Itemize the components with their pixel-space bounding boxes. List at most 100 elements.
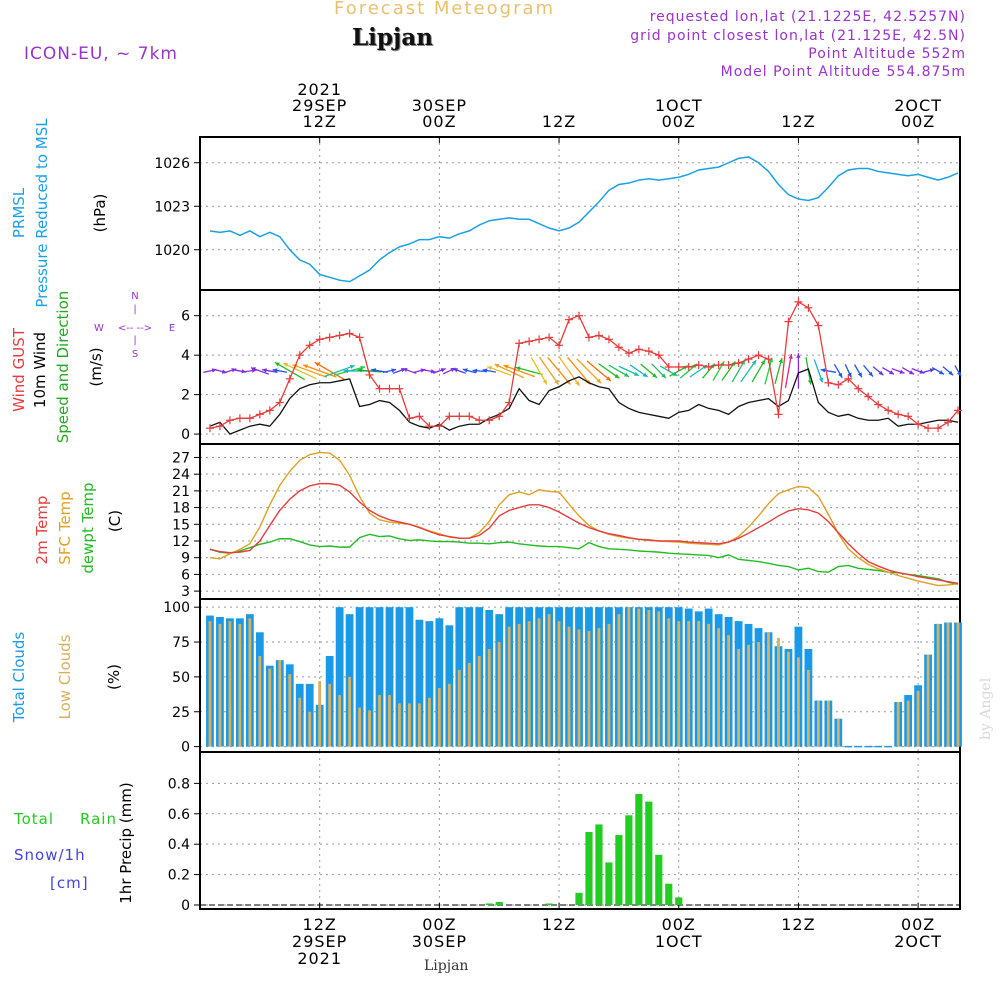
- wind-arrow-head: [751, 360, 757, 365]
- wind-arrow: [302, 364, 337, 378]
- low-cloud-bar: [797, 657, 800, 747]
- low-cloud-bar: [916, 690, 920, 747]
- low-cloud-bar: [427, 697, 431, 747]
- wind-arrow-head: [503, 364, 509, 369]
- total-clouds-label: Total Clouds: [10, 632, 28, 724]
- low-cloud-bar: [747, 644, 750, 747]
- time-label-bottom: 29SEP: [292, 932, 347, 951]
- wind-arrow: [324, 364, 355, 378]
- y-tick-label: 0.6: [168, 807, 190, 823]
- low-cloud-bar: [388, 695, 391, 747]
- cloud-unit: (%): [105, 664, 123, 690]
- total-cloud-bar: [335, 607, 344, 747]
- rain-bar: [675, 897, 683, 905]
- low-cloud-bar: [358, 707, 361, 747]
- compass-tick-s: |: [133, 335, 136, 346]
- total-cloud-bar: [435, 618, 444, 747]
- wind-arrow-head: [575, 381, 580, 386]
- time-label-top: 30SEP: [412, 96, 467, 115]
- chart-title: Forecast Meteogram: [334, 0, 556, 19]
- low-cloud-bar: [697, 621, 701, 747]
- pressure-label-long: Pressure Reduced to MSL: [33, 118, 51, 308]
- low-cloud-bar: [647, 609, 651, 747]
- y-tick-label: 12: [172, 534, 190, 550]
- compass-arrows: <-- -->: [118, 323, 152, 334]
- y-tick-label: 0: [181, 427, 190, 443]
- compass-w: W: [94, 323, 104, 334]
- low-cloud-bar: [258, 655, 262, 747]
- panel-frame: [199, 443, 961, 600]
- wind-arrow-head: [929, 368, 935, 373]
- wind-arrow-head: [554, 379, 559, 385]
- wind-arrow-head: [938, 370, 944, 375]
- low-cloud-bar: [378, 695, 381, 747]
- wind-arrow-head: [250, 367, 256, 372]
- wind-gust-label: Wind GUST: [10, 327, 28, 412]
- time-label-bottom: 2OCT: [894, 932, 942, 951]
- y-tick-label: 1023: [154, 199, 190, 215]
- low-cloud-bar: [318, 681, 322, 747]
- time-label-bottom: 2021: [297, 949, 342, 968]
- y-tick-label: 25: [172, 705, 190, 721]
- wind-arrow: [503, 364, 536, 378]
- total-cloud-bar: [385, 607, 394, 747]
- rain-bar: [615, 835, 623, 905]
- footer-location: Lipjan: [424, 958, 469, 974]
- low-cloud-bar: [507, 626, 511, 747]
- y-tick-label: 24: [172, 467, 190, 483]
- wind-arrow-head: [956, 371, 962, 377]
- low-cloud-bar: [806, 669, 810, 747]
- wind-arrow-head: [889, 370, 895, 375]
- wind-arrow: [567, 356, 591, 385]
- time-label-top: 00Z: [901, 112, 935, 131]
- grid-point-coords: grid point closest lon,lat (21.125E, 42.…: [630, 28, 966, 44]
- model-label: ICON-EU, ~ 7km: [24, 44, 178, 64]
- model-altitude: Model Point Altitude 554.875m: [720, 64, 966, 80]
- rain-bar: [645, 801, 653, 905]
- low-cloud-bar: [477, 655, 481, 747]
- wind-arrow-head: [402, 367, 408, 373]
- wind-arrow-head: [778, 358, 783, 363]
- low-cloud-bar: [467, 662, 471, 747]
- total-cloud-bar: [375, 607, 384, 747]
- wind-10m-label: 10m Wind: [31, 332, 49, 408]
- wind-arrow-head: [652, 373, 657, 378]
- wind-arrow: [494, 363, 525, 379]
- low-cloud-bar: [408, 703, 411, 747]
- pressure-unit: (hPa): [91, 194, 109, 233]
- y-tick-label: 50: [172, 670, 190, 686]
- wind-arrow-head: [807, 379, 813, 385]
- wind-arrow: [547, 356, 571, 385]
- wind-arrow-head: [818, 377, 824, 383]
- y-tick-label: 9: [181, 551, 190, 567]
- time-label-bottom: 1OCT: [655, 932, 703, 951]
- wind-arrow-head: [462, 368, 468, 373]
- wind-arrow-head: [908, 370, 914, 375]
- point-altitude: Point Altitude 552m: [808, 46, 966, 62]
- low-cloud-bar: [607, 623, 611, 747]
- temp-sfc-label: SFC Temp: [56, 491, 74, 564]
- low-cloud-bar: [567, 626, 571, 747]
- low-cloud-bar: [348, 676, 352, 747]
- y-tick-label: 0.2: [168, 868, 190, 884]
- low-cloud-bar: [368, 710, 371, 747]
- wind-arrow-head: [303, 364, 308, 369]
- y-tick-label: 15: [172, 517, 190, 533]
- total-cloud-bar: [355, 607, 364, 747]
- wind-arrow-head: [391, 368, 397, 373]
- wind-arrow-head: [820, 368, 826, 373]
- wind-arrow-head: [482, 368, 488, 373]
- y-tick-label: 3: [181, 584, 190, 600]
- panel-pressure: 1020 1023 1026: [154, 136, 961, 291]
- y-tick-label: 1020: [154, 243, 190, 259]
- wind-arrow-head: [899, 369, 905, 374]
- y-tick-label: 0: [181, 898, 190, 914]
- time-label-bottom: 00Z: [901, 915, 935, 934]
- dewpt-line: [209, 533, 959, 586]
- rain-bar: [665, 883, 673, 905]
- time-label-bottom: 30SEP: [412, 932, 467, 951]
- temp-unit: (C): [106, 510, 124, 532]
